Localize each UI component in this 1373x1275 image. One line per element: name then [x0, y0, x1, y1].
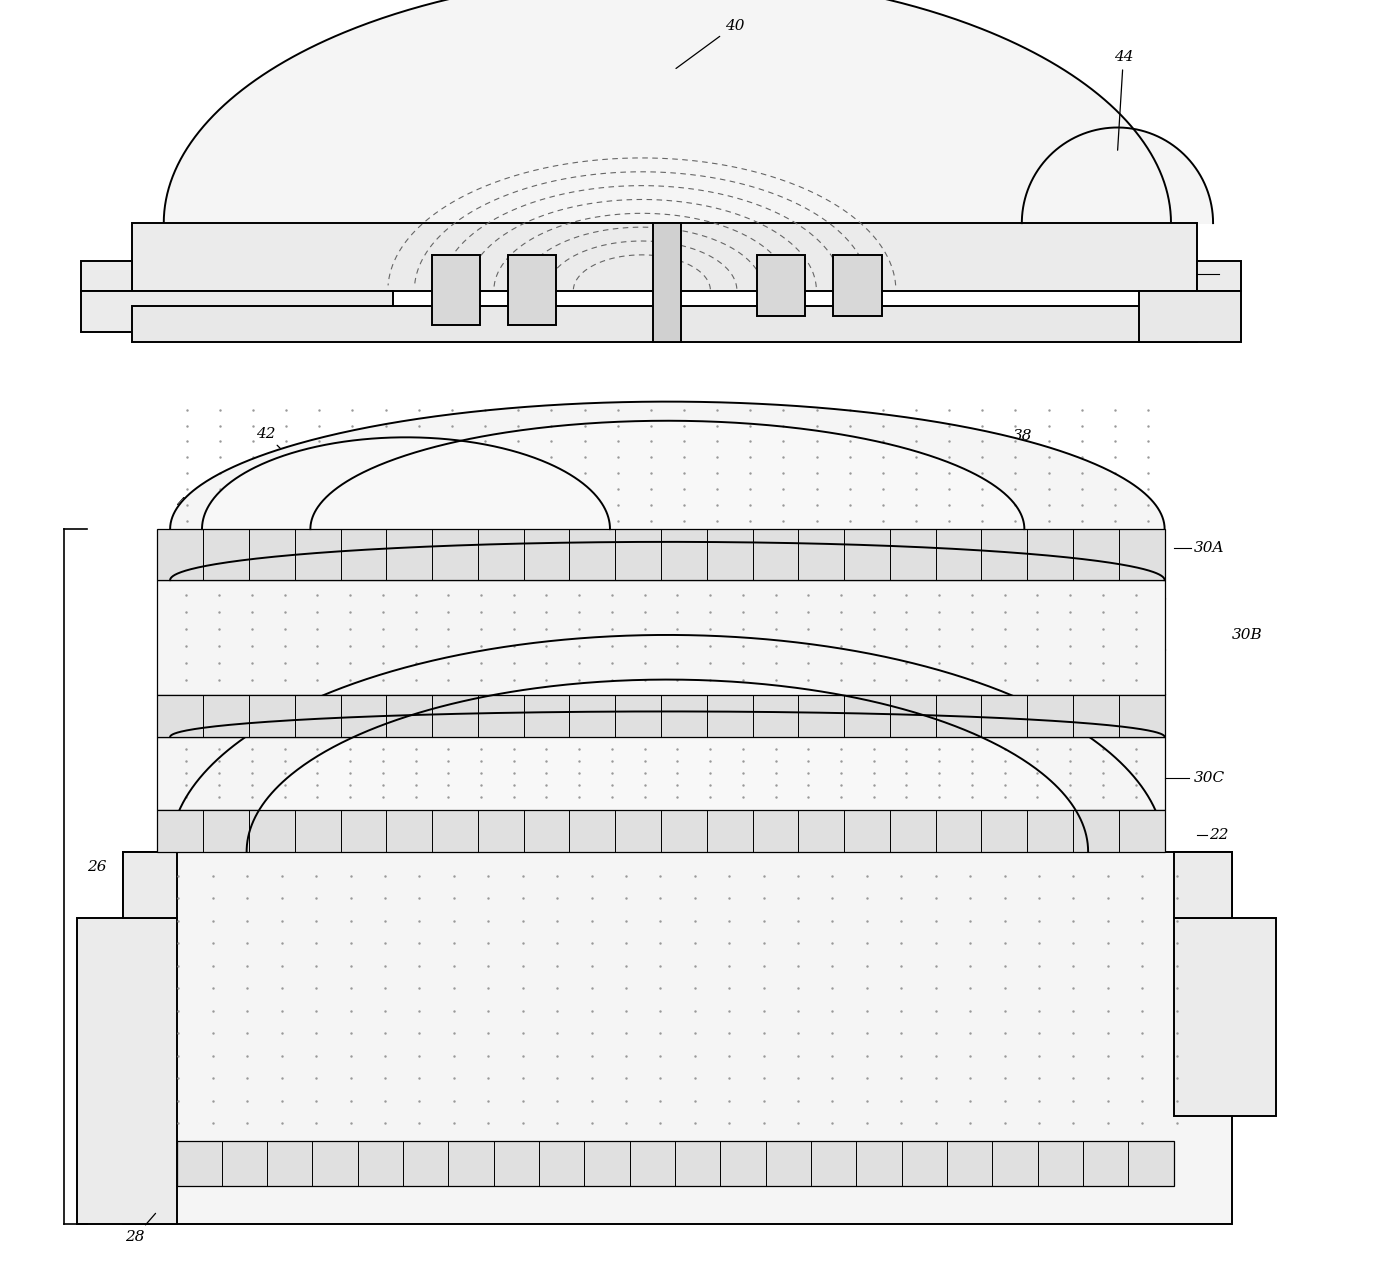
- Bar: [158, 810, 1164, 852]
- Bar: [654, 223, 681, 342]
- Bar: [177, 1141, 1174, 1186]
- Polygon shape: [170, 402, 1164, 529]
- Polygon shape: [310, 421, 1024, 529]
- Text: 52B: 52B: [1100, 638, 1130, 650]
- Text: 52B: 52B: [1100, 585, 1130, 598]
- Bar: [158, 695, 1164, 737]
- Polygon shape: [163, 0, 1171, 223]
- Bar: [132, 306, 1196, 342]
- Text: 26: 26: [88, 861, 107, 873]
- Text: 30B: 30B: [1232, 629, 1263, 641]
- Text: 30C: 30C: [1195, 771, 1225, 784]
- Polygon shape: [170, 635, 1164, 852]
- Bar: [833, 255, 881, 316]
- Bar: [81, 291, 393, 332]
- Text: 40: 40: [676, 19, 744, 69]
- Polygon shape: [202, 437, 610, 529]
- Text: 54: 54: [626, 1164, 652, 1186]
- Text: 20: 20: [1222, 268, 1241, 280]
- Bar: [1140, 291, 1241, 342]
- Bar: [757, 255, 805, 316]
- Text: 38: 38: [969, 430, 1032, 488]
- Bar: [508, 255, 556, 325]
- Text: 54: 54: [566, 1149, 607, 1167]
- Bar: [158, 737, 1164, 810]
- Text: 32: 32: [1059, 784, 1118, 815]
- Text: 42: 42: [255, 427, 321, 488]
- Bar: [124, 852, 1232, 1224]
- Bar: [158, 580, 1164, 695]
- Bar: [132, 223, 1196, 291]
- Text: 52A: 52A: [725, 435, 774, 533]
- Text: 52A: 52A: [625, 425, 656, 533]
- Bar: [1174, 918, 1276, 1116]
- Text: 44: 44: [1114, 51, 1133, 150]
- Bar: [81, 261, 132, 291]
- Text: 28: 28: [125, 1214, 155, 1243]
- Bar: [124, 852, 177, 918]
- Bar: [1196, 261, 1241, 291]
- Bar: [431, 255, 481, 325]
- Text: 34: 34: [1059, 807, 1093, 834]
- Text: 30A: 30A: [1195, 542, 1225, 555]
- Text: 52C: 52C: [1100, 685, 1131, 697]
- Polygon shape: [1022, 128, 1214, 223]
- Bar: [1174, 852, 1232, 918]
- Polygon shape: [247, 680, 1089, 852]
- Text: 22: 22: [1210, 829, 1229, 842]
- Text: 46: 46: [177, 497, 244, 528]
- Bar: [77, 918, 177, 1224]
- Bar: [158, 529, 1164, 580]
